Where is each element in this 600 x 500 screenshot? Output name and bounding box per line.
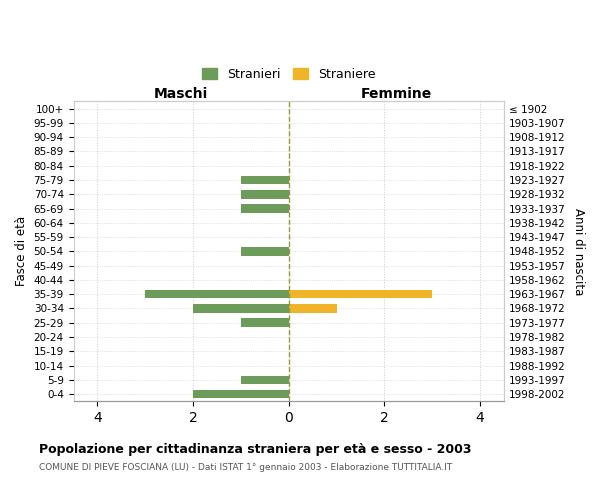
Bar bbox=[241, 376, 289, 384]
Y-axis label: Anni di nascita: Anni di nascita bbox=[572, 208, 585, 295]
Text: Popolazione per cittadinanza straniera per età e sesso - 2003: Popolazione per cittadinanza straniera p… bbox=[39, 442, 472, 456]
Bar bbox=[193, 304, 289, 313]
Legend: Stranieri, Straniere: Stranieri, Straniere bbox=[197, 63, 380, 86]
Bar bbox=[193, 390, 289, 398]
Bar bbox=[241, 247, 289, 256]
Text: Maschi: Maschi bbox=[154, 87, 208, 101]
Text: Femmine: Femmine bbox=[361, 87, 432, 101]
Text: COMUNE DI PIEVE FOSCIANA (LU) - Dati ISTAT 1° gennaio 2003 - Elaborazione TUTTIT: COMUNE DI PIEVE FOSCIANA (LU) - Dati IST… bbox=[39, 462, 452, 471]
Bar bbox=[289, 290, 432, 298]
Bar bbox=[241, 190, 289, 198]
Y-axis label: Fasce di età: Fasce di età bbox=[15, 216, 28, 286]
Bar bbox=[241, 176, 289, 184]
Bar bbox=[241, 204, 289, 213]
Bar bbox=[145, 290, 289, 298]
Bar bbox=[289, 304, 337, 313]
Bar bbox=[241, 318, 289, 327]
